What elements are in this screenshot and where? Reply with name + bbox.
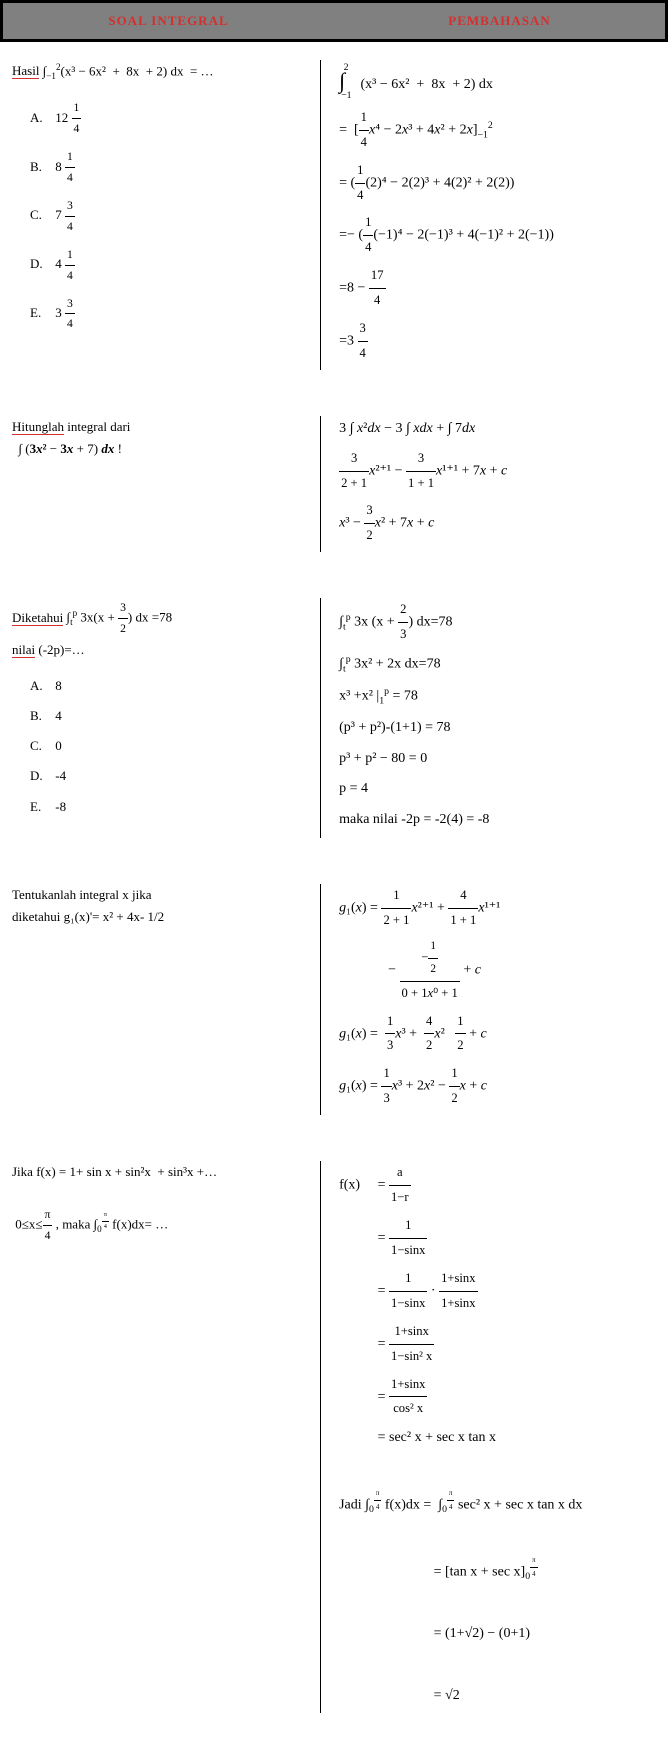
option-item: B. 4	[30, 705, 302, 727]
question-column: Hitunglah integral dari ∫ (3x² − 3x + 7)…	[12, 416, 321, 552]
option-letter: A.	[30, 675, 52, 697]
question-prompt: Hitunglah integral dari ∫ (3x² − 3x + 7)…	[12, 416, 302, 460]
solution-line: x³ +x² |1p = 78	[339, 683, 656, 711]
solution-line: g₁(x) = 12 + 1x²⁺¹ + 41 + 1x¹⁺¹	[339, 884, 656, 933]
solution-line: − −120 + 1x⁰ + 1 + c	[339, 936, 656, 1005]
solution-line: g₁(x) = 13x³ + 2x² − 12x + c	[339, 1062, 656, 1111]
solution-line: = √2	[339, 1683, 656, 1710]
option-item: A. 12 14	[30, 98, 302, 139]
solution-column: ∫tp 3x (x + 23) dx=78 ∫tp 3x² + 2x dx=78 x…	[321, 598, 656, 837]
solution-line: ∫tp 3x (x + 23) dx=78	[339, 598, 656, 647]
solution-line	[339, 1591, 656, 1618]
option-value: 8 14	[55, 159, 75, 174]
solution-line: 3 ∫ x²dx − 3 ∫ xdx + ∫ 7dx	[339, 416, 656, 443]
option-value: 12 14	[55, 110, 81, 125]
option-item: D. 4 14	[30, 245, 302, 286]
header-question-col: SOAL INTEGRAL	[3, 3, 334, 39]
question-column: Jika f(x) = 1+ sin x + sin²x + sin³x +… …	[12, 1161, 321, 1713]
solution-line: =8 − 174	[339, 264, 656, 313]
solution-column: ∫−12(x³ − 6x² + 8x + 2) dx= [14x⁴ − 2x³ …	[321, 60, 656, 370]
option-letter: B.	[30, 705, 52, 727]
solution-line: = [tan x + sec x]0π4	[339, 1554, 656, 1587]
option-letter: E.	[30, 302, 52, 324]
solution-line: g₁(x) = 13x³ + 42x² 12 + c	[339, 1010, 656, 1059]
qa-row: Jika f(x) = 1+ sin x + sin²x + sin³x +… …	[0, 1143, 668, 1741]
solution-line: p³ + p² − 80 = 0	[339, 746, 656, 773]
option-letter: D.	[30, 765, 52, 787]
solution-line: p = 4	[339, 776, 656, 803]
option-item: D. -4	[30, 765, 302, 787]
question-column: Diketahui ∫tp 3x(x + 32) dx =78nilai (-2…	[12, 598, 321, 837]
solution-column: 3 ∫ x²dx − 3 ∫ xdx + ∫ 7dx 32 + 1x²⁺¹ − 3…	[321, 416, 656, 552]
option-value: 7 34	[55, 207, 75, 222]
question-column: Tentukanlah integral x jikadiketahui g₁(…	[12, 884, 321, 1116]
solution-line: 32 + 1x²⁺¹ − 31 + 1x¹⁺¹ + 7x + c	[339, 447, 656, 496]
option-value: 0	[55, 738, 62, 753]
option-item: C. 7 34	[30, 196, 302, 237]
option-value: 4	[55, 708, 62, 723]
options-list: A. 12 14 B. 8 14 C. 7 34 D. 4 14 E. 3 34	[30, 98, 302, 334]
solution-column: g₁(x) = 12 + 1x²⁺¹ + 41 + 1x¹⁺¹ − −120 +…	[321, 884, 656, 1116]
solution-line: = 11−sinx	[339, 1214, 656, 1263]
option-value: 8	[55, 678, 62, 693]
option-letter: E.	[30, 796, 52, 818]
option-value: -8	[55, 799, 66, 814]
table-header: SOAL INTEGRAL PEMBAHASAN	[0, 0, 668, 42]
option-value: -4	[55, 768, 66, 783]
option-item: C. 0	[30, 735, 302, 757]
option-letter: C.	[30, 735, 52, 757]
solution-line: =− (14(−1)⁴ − 2(−1)³ + 4(−1)² + 2(−1))	[339, 211, 656, 260]
qa-row: Hitunglah integral dari ∫ (3x² − 3x + 7)…	[0, 398, 668, 580]
question-prompt: Diketahui ∫tp 3x(x + 32) dx =78nilai (-2…	[12, 598, 302, 661]
option-value: 3 34	[55, 305, 75, 320]
qa-row: Tentukanlah integral x jikadiketahui g₁(…	[0, 866, 668, 1144]
option-item: E. 3 34	[30, 294, 302, 335]
header-solution-col: PEMBAHASAN	[334, 3, 665, 39]
solution-line: maka nilai -2p = -2(4) = -8	[339, 807, 656, 834]
solution-line: = 1+sinxcos² x	[339, 1373, 656, 1422]
solution-line: ∫−12(x³ − 6x² + 8x + 2) dx	[339, 60, 656, 102]
solution-line: = (14(2)⁴ − 2(2)³ + 4(2)² + 2(2))	[339, 159, 656, 208]
question-column: Hasil ∫−12(x³ − 6x² + 8x + 2) dx = … A. 1…	[12, 60, 321, 370]
option-letter: B.	[30, 156, 52, 178]
solution-line	[339, 1456, 656, 1483]
question-prompt: Jika f(x) = 1+ sin x + sin²x + sin³x +… …	[12, 1161, 302, 1246]
solution-line: =3 34	[339, 317, 656, 366]
solution-column: f(x) = a1−r = 11−sinx = 11−sinx · 1+sinx…	[321, 1161, 656, 1713]
solution-line	[339, 1523, 656, 1550]
question-prompt: Tentukanlah integral x jikadiketahui g₁(…	[12, 884, 302, 928]
solution-line: ∫tp 3x² + 2x dx=78	[339, 651, 656, 679]
solution-line: = [14x⁴ − 2x³ + 4x² + 2x]−12	[339, 106, 656, 155]
solution-line: (p³ + p²)-(1+1) = 78	[339, 715, 656, 742]
solution-line: = sec² x + sec x tan x	[339, 1425, 656, 1452]
option-item: B. 8 14	[30, 147, 302, 188]
question-prompt: Hasil ∫−12(x³ − 6x² + 8x + 2) dx = …	[12, 60, 302, 84]
solution-line: Jadi ∫0π4 f(x)dx = ∫0π4 sec² x + sec x t…	[339, 1487, 656, 1520]
option-item: A. 8	[30, 675, 302, 697]
qa-row: Hasil ∫−12(x³ − 6x² + 8x + 2) dx = … A. 1…	[0, 42, 668, 398]
option-letter: A.	[30, 107, 52, 129]
option-letter: D.	[30, 253, 52, 275]
option-letter: C.	[30, 204, 52, 226]
options-list: A. 8B. 4C. 0D. -4E. -8	[30, 675, 302, 817]
solution-line: = 11−sinx · 1+sinx1+sinx	[339, 1267, 656, 1316]
option-item: E. -8	[30, 796, 302, 818]
qa-row: Diketahui ∫tp 3x(x + 32) dx =78nilai (-2…	[0, 580, 668, 865]
solution-line: x³ − 32x² + 7x + c	[339, 499, 656, 548]
solution-line: f(x) = a1−r	[339, 1161, 656, 1210]
solution-line	[339, 1652, 656, 1679]
solution-line: = 1+sinx1−sin² x	[339, 1320, 656, 1369]
option-value: 4 14	[55, 256, 75, 271]
solution-line: = (1+√2) − (0+1)	[339, 1621, 656, 1648]
rows-container: Hasil ∫−12(x³ − 6x² + 8x + 2) dx = … A. 1…	[0, 42, 668, 1741]
